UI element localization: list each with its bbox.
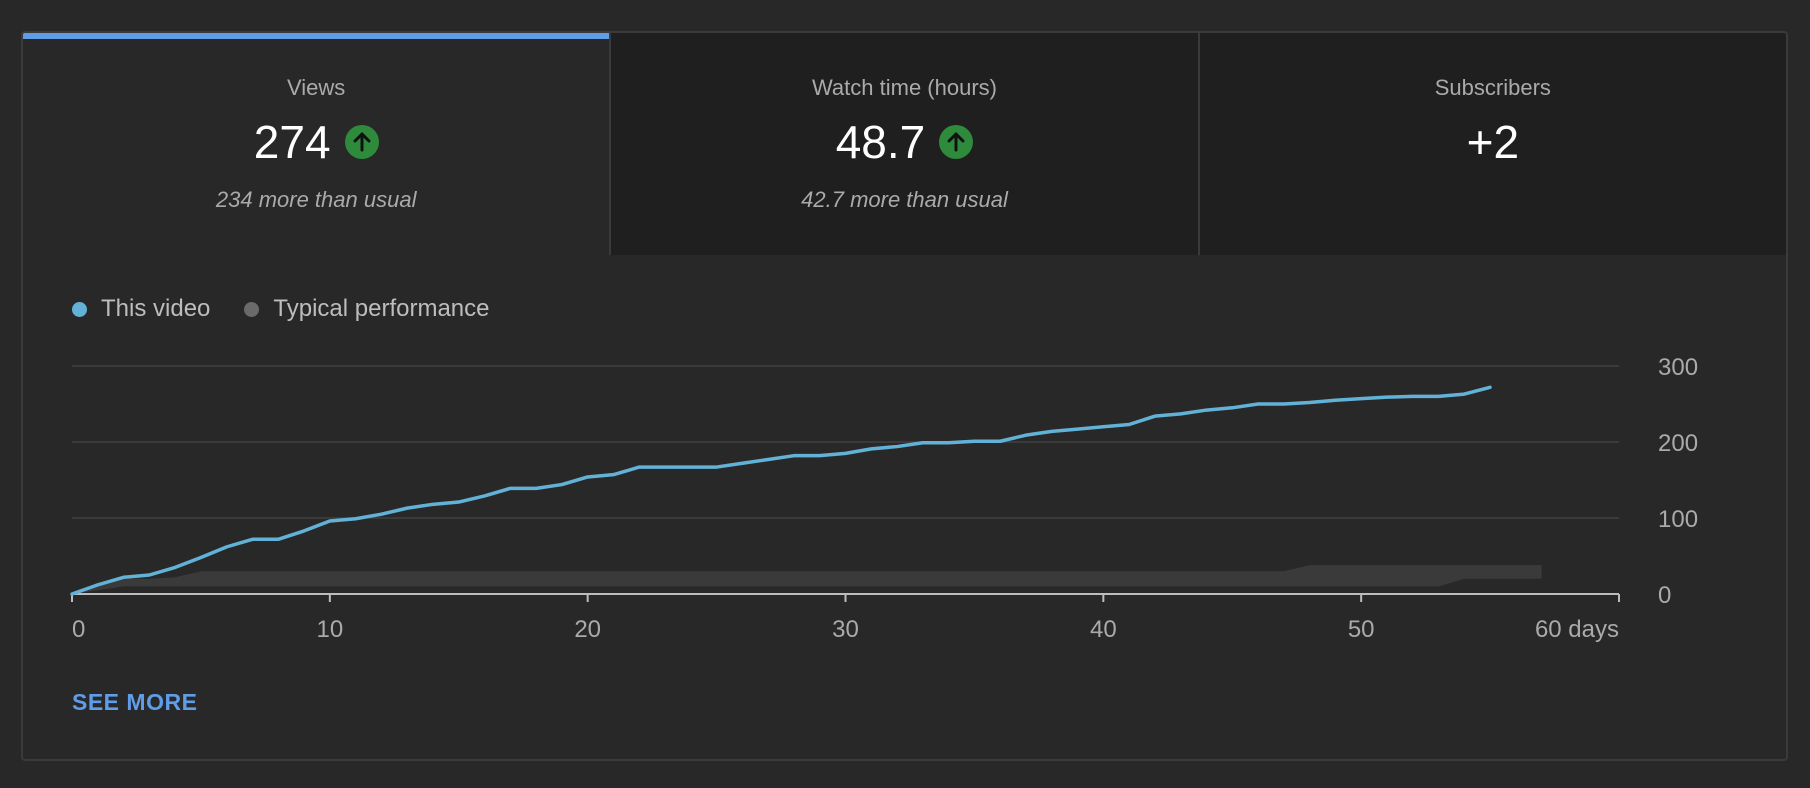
legend-dot-typical <box>244 301 260 317</box>
y-tick-label: 0 <box>1658 582 1671 609</box>
x-tick-label: 10 <box>316 616 343 643</box>
legend-dot-this-video <box>72 301 87 317</box>
analytics-card: Views 274 234 more than usual Watch time… <box>21 31 1788 761</box>
tab-views-value: 274 <box>253 116 331 168</box>
typical-performance-band <box>72 565 1542 594</box>
legend-item-this-video: This video <box>72 295 210 323</box>
x-tick-label: 30 <box>832 616 859 643</box>
tab-watch-time-value: 48.7 <box>835 116 926 168</box>
tab-subscribers-label: Subscribers <box>1434 75 1551 100</box>
tab-views-note: 234 more than usual <box>215 187 417 212</box>
x-tick-label: 20 <box>574 616 601 643</box>
tab-subscribers-value: +2 <box>1466 116 1520 168</box>
legend-item-typical: Typical performance <box>244 295 489 323</box>
chart-legend: This video Typical performance <box>72 295 489 323</box>
tab-views-label: Views <box>287 75 346 100</box>
this-video-line <box>70 385 1492 596</box>
tab-watch-time[interactable]: Watch time (hours) 48.7 42.7 more than u… <box>609 33 1198 255</box>
y-tick-label: 300 <box>1658 354 1698 381</box>
x-tick-label: 50 <box>1348 616 1375 643</box>
arrow-up-icon <box>939 125 974 159</box>
arrow-up-icon <box>344 125 379 159</box>
tab-subscribers-value-row: +2 <box>1200 115 1786 169</box>
x-tick-label: 60 days <box>1535 616 1619 643</box>
legend-label-this-video: This video <box>101 295 211 322</box>
legend-label-typical: Typical performance <box>273 295 490 322</box>
see-more-button[interactable]: SEE MORE <box>72 689 198 715</box>
tab-watch-time-note: 42.7 more than usual <box>801 187 1008 212</box>
tab-views-value-row: 274 <box>23 115 609 169</box>
tab-views[interactable]: Views 274 234 more than usual <box>23 33 610 255</box>
tab-watch-time-value-row: 48.7 <box>611 115 1197 169</box>
views-line-chart: 300 200 100 0 0 10 20 30 40 50 60 days <box>70 354 1698 643</box>
y-tick-label: 200 <box>1658 430 1698 457</box>
y-tick-label: 100 <box>1658 506 1698 533</box>
metric-tabs: Views 274 234 more than usual Watch time… <box>23 33 1786 255</box>
x-tick-label: 40 <box>1090 616 1117 643</box>
tab-watch-time-label: Watch time (hours) <box>811 75 997 100</box>
x-tick-label: 0 <box>72 616 85 643</box>
tab-subscribers[interactable]: Subscribers +2 <box>1197 33 1786 255</box>
